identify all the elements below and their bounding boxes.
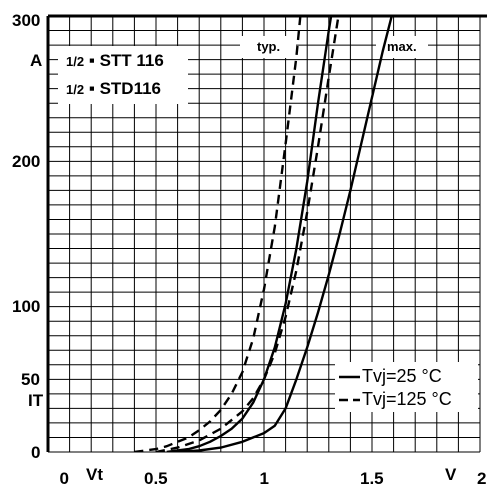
chart-series bbox=[134, 16, 393, 452]
annotation-typ: typ. bbox=[257, 39, 281, 54]
series-line-max-125c bbox=[155, 16, 340, 452]
series-line-max-25c bbox=[177, 16, 393, 452]
annotation-max: max. bbox=[387, 39, 417, 54]
title-line-2: 1/2 ▪ STD116 bbox=[66, 80, 161, 97]
x-tick-label: 2 bbox=[477, 468, 487, 488]
title-name-2: STD116 bbox=[99, 79, 162, 98]
chart-frame bbox=[46, 14, 487, 453]
y-axis-label: IT bbox=[28, 391, 44, 410]
y-tick-label: 200 bbox=[12, 151, 41, 171]
max-label-box bbox=[376, 36, 428, 58]
typ-label-box bbox=[240, 36, 296, 58]
series-line-typ-125c bbox=[134, 16, 302, 452]
chart-grid bbox=[48, 16, 480, 452]
x-unit-label: V bbox=[445, 465, 457, 484]
title-bullet-2: ▪ bbox=[88, 79, 95, 98]
x-tick-label: 0 bbox=[59, 468, 69, 488]
legend-label-25c: Tvj=25 °C bbox=[362, 366, 442, 386]
title-name-1: STT 116 bbox=[99, 51, 164, 70]
title-box bbox=[58, 46, 188, 104]
y-tick-label: 100 bbox=[12, 297, 41, 317]
title-fraction-1: 1/2 bbox=[66, 54, 85, 69]
title-line-1: 1/2 ▪ STT 116 bbox=[66, 52, 164, 69]
legend-box bbox=[335, 362, 478, 412]
legend-label-125c: Tvj=125 °C bbox=[362, 389, 452, 409]
y-unit-label: A bbox=[30, 51, 43, 70]
x-axis-label: Vt bbox=[86, 465, 103, 484]
title-bullet-1: ▪ bbox=[88, 51, 95, 70]
y-tick-label: 0 bbox=[31, 442, 41, 462]
x-tick-label: 1 bbox=[259, 468, 269, 488]
y-tick-label: 300 bbox=[12, 10, 41, 30]
title-fraction-2: 1/2 bbox=[66, 82, 85, 97]
x-tick-label: 1.5 bbox=[360, 468, 384, 488]
x-tick-label: 0.5 bbox=[144, 468, 168, 488]
series-line-typ-25c bbox=[166, 16, 333, 452]
y-tick-label: 50 bbox=[21, 369, 40, 389]
